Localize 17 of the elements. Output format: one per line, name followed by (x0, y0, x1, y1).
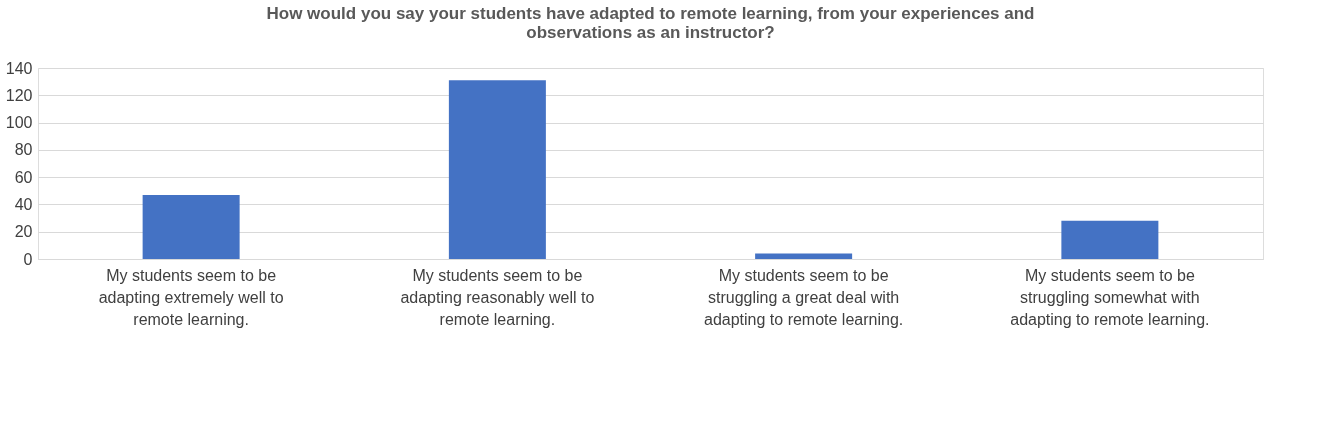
y-tick-label: 80 (14, 141, 33, 159)
y-tick-label: 100 (5, 114, 33, 132)
bar (755, 253, 853, 259)
y-tick-label: 20 (14, 223, 33, 241)
y-tick-label: 40 (14, 195, 33, 213)
x-tick-label: My students seem to be struggling somewhat with adapting to remote learning. (1010, 266, 1210, 328)
chart-title: How would you say your students have adapted to remote learning, from your experiences and observations as an instructor? (266, 4, 1035, 42)
bar (142, 194, 240, 259)
bar (448, 80, 546, 259)
x-tick-label: My students seem to be adapting extremely well to remote learning. (98, 266, 284, 328)
y-tick-label: 0 (23, 250, 33, 268)
y-tick-label: 60 (14, 168, 33, 186)
x-tick-label: My students seem to be adapting reasonably well to remote learning. (400, 266, 595, 328)
x-tick-label: My students seem to be struggling a great deal with adapting to remote learning. (704, 266, 904, 328)
bar (1061, 220, 1159, 259)
y-tick-label: 140 (5, 59, 33, 77)
y-tick-label: 120 (5, 86, 33, 104)
